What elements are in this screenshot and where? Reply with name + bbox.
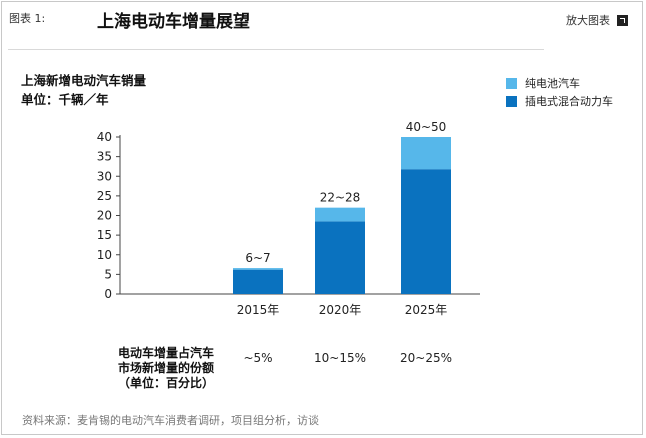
x-tick-label: 2020年: [319, 303, 362, 317]
share-value: ~5%: [243, 351, 272, 365]
header-divider: [8, 49, 544, 50]
y-tick-label: 15: [97, 228, 112, 242]
bar-segment-phev: [401, 169, 451, 294]
expand-icon: [617, 14, 628, 26]
figure-label: 图表 1:: [9, 12, 46, 25]
y-tick-label: 40: [97, 130, 112, 144]
x-tick-label: 2025年: [405, 303, 448, 317]
legend-label-bev: 纯电池汽车: [525, 77, 580, 90]
share-value: 20~25%: [400, 351, 452, 365]
y-tick-label: 0: [104, 287, 112, 301]
bar-total-label: 40~50: [406, 120, 447, 134]
enlarge-chart-label: 放大图表: [566, 14, 610, 27]
bar-segment-bev: [315, 207, 365, 222]
legend-swatch-bev: [506, 77, 517, 89]
share-row-label: （单位：百分比）: [118, 375, 214, 390]
share-row-label: 市场新增量的份额: [118, 360, 214, 375]
bar-segment-phev: [233, 269, 283, 294]
bar-segment-bev: [401, 137, 451, 170]
x-tick-label: 2015年: [237, 303, 280, 317]
legend-item-bev: 纯电池汽车: [506, 74, 613, 92]
share-row-label: 电动车增量占汽车: [118, 345, 214, 360]
enlarge-chart-button[interactable]: 放大图表: [566, 12, 628, 28]
legend-swatch-phev: [506, 95, 517, 107]
y-tick-label: 20: [97, 209, 112, 223]
y-tick-label: 30: [97, 169, 112, 183]
y-tick-label: 10: [97, 248, 112, 262]
chart-title: 上海新增电动汽车销量: [21, 73, 147, 88]
source-note: 资料来源：麦肯锡的电动汽车消费者调研，项目组分析，访谈: [22, 414, 319, 427]
y-tick-label: 5: [104, 267, 112, 281]
y-tick-label: 35: [97, 150, 112, 164]
bar-total-label: 6~7: [245, 251, 270, 265]
bar-segment-phev: [315, 221, 365, 294]
share-value: 10~15%: [314, 351, 366, 365]
bar-segment-bev: [233, 268, 283, 270]
legend-item-phev: 插电式混合动力车: [506, 92, 613, 110]
chart-unit: 单位：千辆／年: [21, 92, 109, 107]
figure-title: 上海电动车增量展望: [97, 12, 250, 32]
bar-total-label: 22~28: [320, 191, 361, 205]
legend-label-phev: 插电式混合动力车: [525, 95, 613, 108]
y-tick-label: 25: [97, 189, 112, 203]
chart-legend: 纯电池汽车 插电式混合动力车: [506, 74, 613, 110]
